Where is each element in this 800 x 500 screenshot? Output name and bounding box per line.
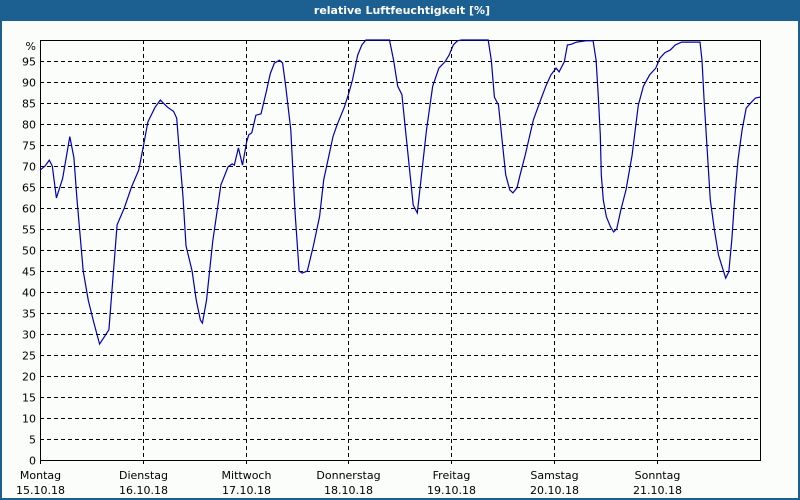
y-tick-label: 5 <box>29 434 36 447</box>
x-tick-date-label: 18.10.18 <box>324 484 373 497</box>
y-tick-label: 10 <box>22 413 36 426</box>
y-tick-label: 45 <box>22 266 36 279</box>
x-tick-day-label: Mittwoch <box>222 469 272 482</box>
x-tick-date-label: 21.10.18 <box>633 484 682 497</box>
x-tick-day-label: Samstag <box>530 469 578 482</box>
x-tick-date-label: 17.10.18 <box>222 484 271 497</box>
y-tick-label: 75 <box>22 140 36 153</box>
y-tick-label: 55 <box>22 224 36 237</box>
y-tick-label: 25 <box>22 350 36 363</box>
x-tick-date-label: 15.10.18 <box>16 484 65 497</box>
y-tick-label: 50 <box>22 245 36 258</box>
y-tick-label: 30 <box>22 329 36 342</box>
x-tick-date-label: 19.10.18 <box>427 484 476 497</box>
x-tick-date-label: 20.10.18 <box>530 484 579 497</box>
grid-lines <box>40 40 760 460</box>
y-tick-label: 20 <box>22 371 36 384</box>
x-tick-day-label: Sonntag <box>635 469 681 482</box>
x-tick-date-label: 16.10.18 <box>119 484 168 497</box>
y-tick-label: 80 <box>22 119 36 132</box>
y-unit-label: % <box>26 40 36 53</box>
x-tick-day-label: Freitag <box>433 469 471 482</box>
x-tick-day-label: Montag <box>20 469 61 482</box>
y-tick-label: 90 <box>22 77 36 90</box>
x-tick-day-label: Donnerstag <box>316 469 380 482</box>
y-tick-label: 85 <box>22 98 36 111</box>
plot-area-border <box>40 40 761 461</box>
y-tick-label: 65 <box>22 182 36 195</box>
y-axis: 0 5 10 15 20 25 30 35 40 45 50 55 60 65 70 75 80 85 90 95% <box>22 40 36 468</box>
y-tick-label: 60 <box>22 203 36 216</box>
chart-title: relative Luftfeuchtigkeit [%] <box>2 0 800 21</box>
y-tick-label: 70 <box>22 161 36 174</box>
y-tick-label: 95 <box>22 56 36 69</box>
x-axis: Montag 15.10.18 Dienstag 16.10.18 Mittwoch 17… <box>16 460 682 497</box>
y-tick-label: 0 <box>29 455 36 468</box>
y-tick-label: 15 <box>22 392 36 405</box>
humidity-line <box>39 39 761 346</box>
y-tick-label: 40 <box>22 287 36 300</box>
y-tick-label: 35 <box>22 308 36 321</box>
x-tick-day-label: Dienstag <box>119 469 168 482</box>
